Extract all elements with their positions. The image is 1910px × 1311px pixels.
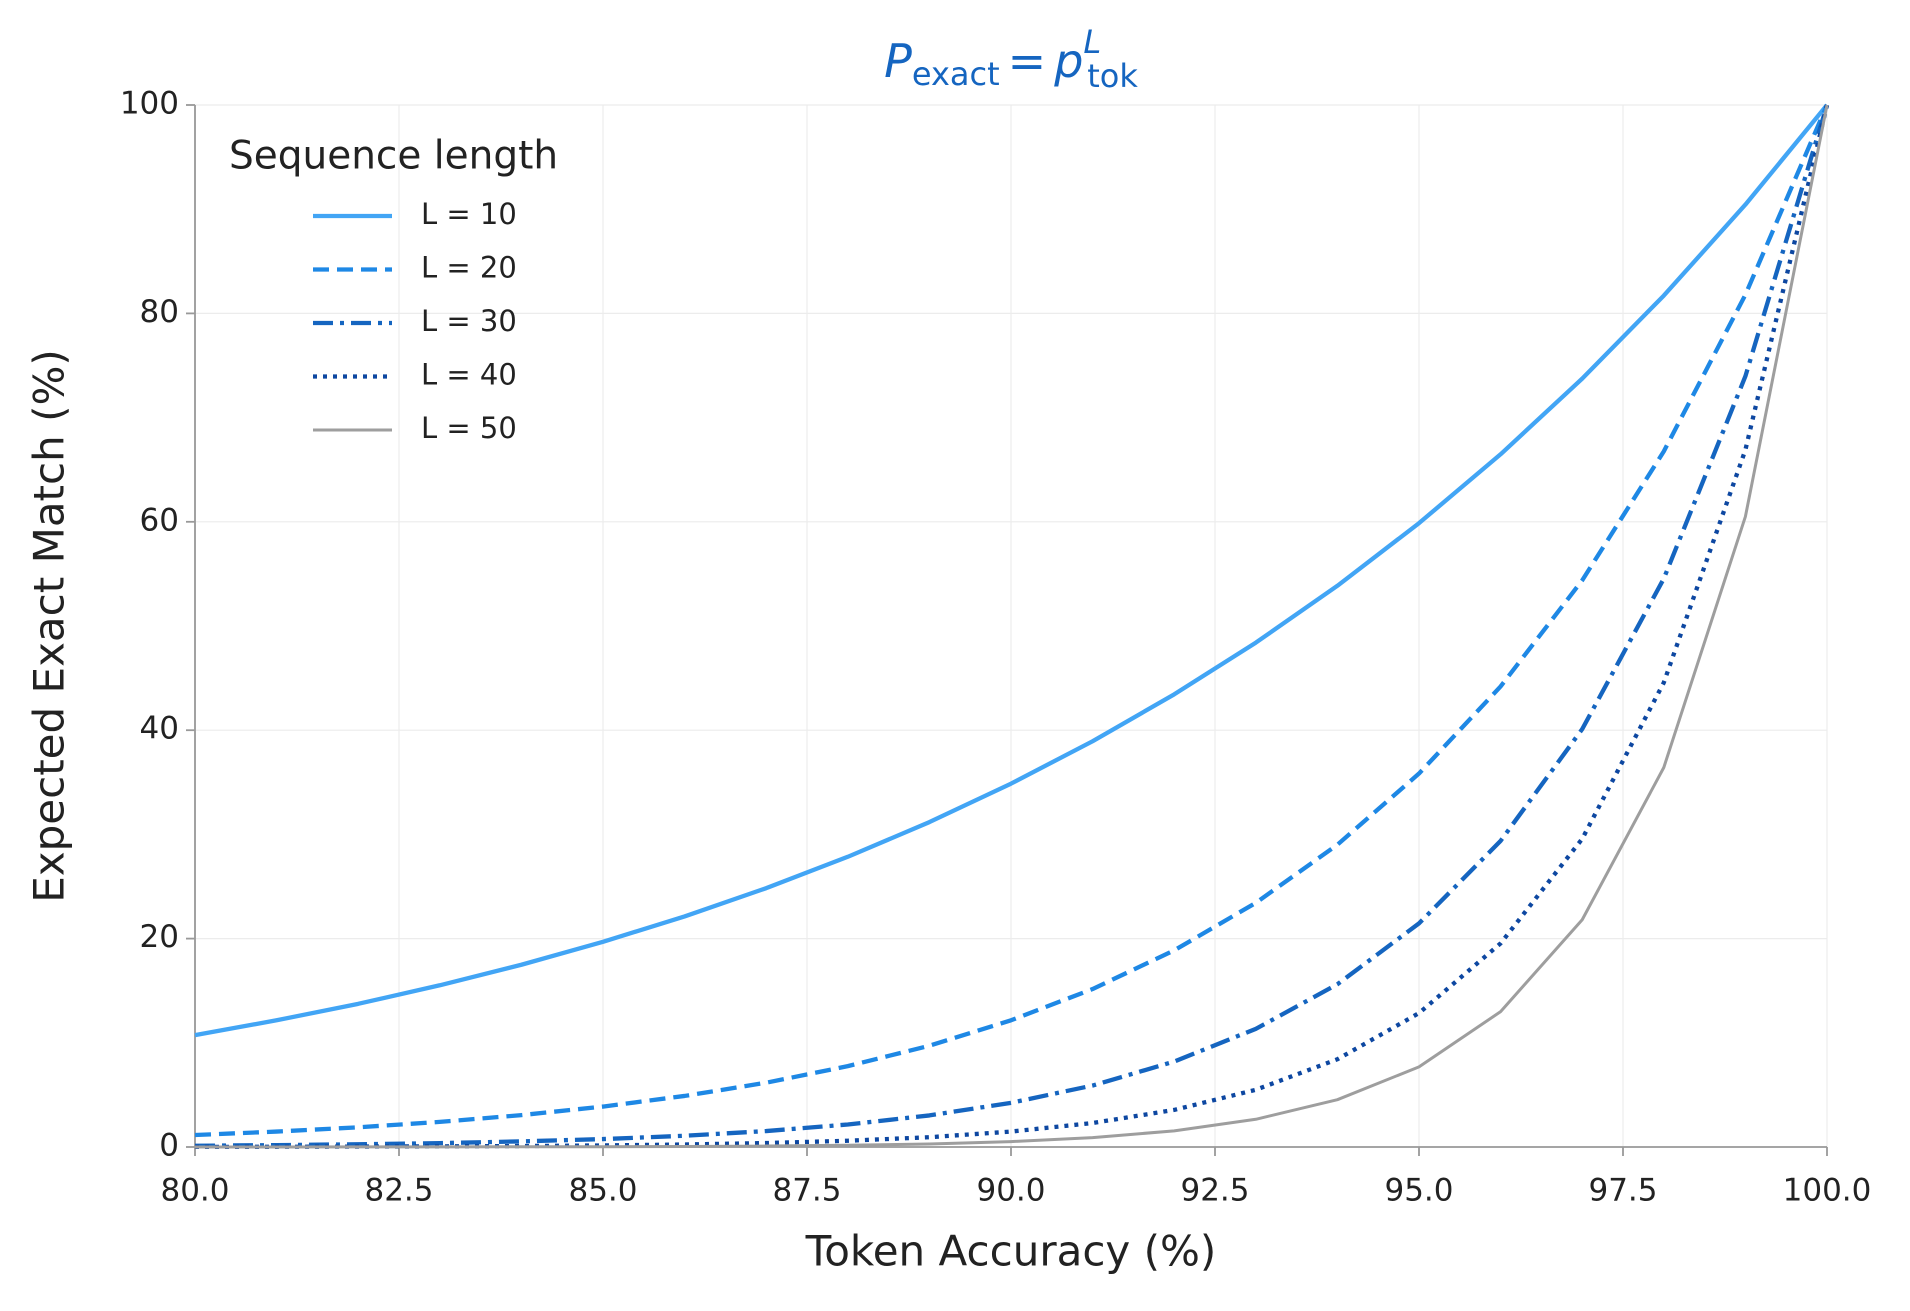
title-sub: exact <box>912 55 1000 93</box>
y-tick-label: 60 <box>140 502 179 538</box>
title-sup: L <box>1083 23 1101 61</box>
series-line <box>194 104 1830 1148</box>
legend-title: Sequence length <box>229 134 558 179</box>
y-tick-label: 100 <box>120 86 179 122</box>
x-tick-label: 92.5 <box>1180 1173 1249 1209</box>
legend-label: L = 20 <box>421 251 517 285</box>
title-rel: = <box>1008 34 1047 88</box>
x-tick-label: 90.0 <box>976 1173 1045 1209</box>
y-tick-label: 20 <box>140 919 179 955</box>
title-base: P <box>884 34 912 88</box>
x-tick-label: 100.0 <box>1783 1173 1872 1209</box>
y-tick-label: 80 <box>140 294 179 330</box>
x-tick-label: 87.5 <box>772 1173 841 1209</box>
legend-label: L = 40 <box>421 358 517 392</box>
x-tick-label: 97.5 <box>1588 1173 1657 1209</box>
series-line <box>195 104 1829 1149</box>
y-tick-label: 40 <box>140 711 179 747</box>
x-axis-label: Token Accuracy (%) <box>805 1227 1217 1276</box>
series-line <box>194 103 1829 1038</box>
x-tick-label: 80.0 <box>160 1173 229 1209</box>
legend-label: L = 50 <box>421 411 517 445</box>
series-line <box>194 104 1829 1138</box>
chart-title: Pexact = pL tok <box>884 23 1138 95</box>
legend-label: L = 30 <box>421 304 517 338</box>
x-tick-label: 95.0 <box>1384 1173 1453 1209</box>
x-tick-label: 85.0 <box>568 1173 637 1209</box>
x-tick-label: 82.5 <box>364 1173 433 1209</box>
y-tick-label: 0 <box>159 1128 179 1164</box>
legend-label: L = 10 <box>421 197 517 231</box>
title-sub2: tok <box>1087 57 1138 95</box>
title-base2: p <box>1053 34 1083 88</box>
y-axis-label: Expected Exact Match (%) <box>25 349 74 903</box>
